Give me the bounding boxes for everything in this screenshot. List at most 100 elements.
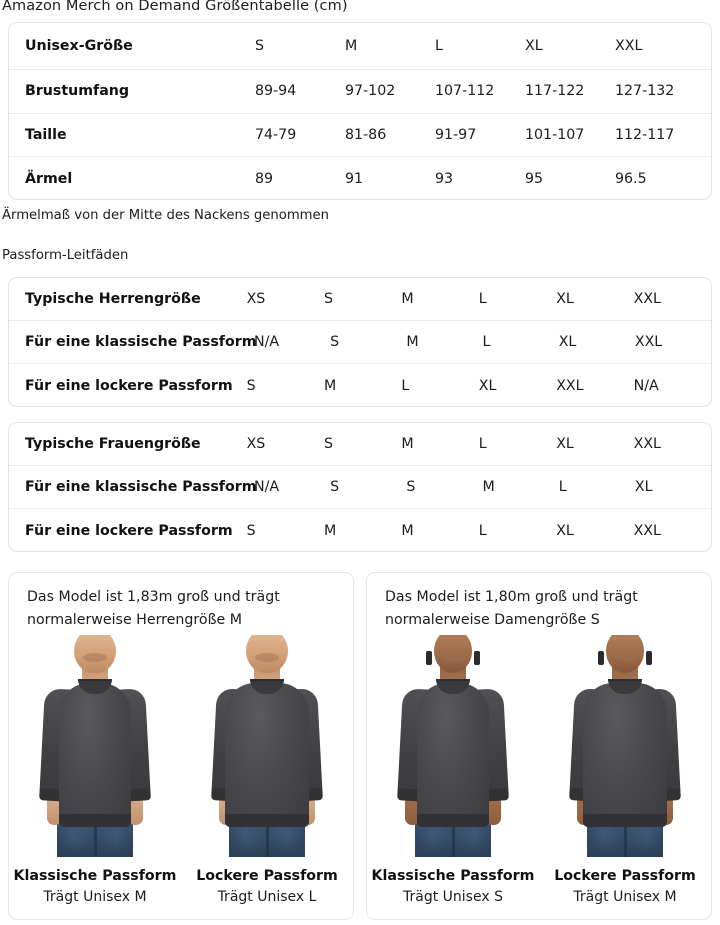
male-model-figure-loose [203,635,331,857]
hem [225,814,309,827]
female-model-figure-loose [561,635,689,857]
table-row: Für eine klassische Passform N/A S S M L… [9,466,711,509]
row-header: Unisex-Größe [25,38,133,54]
wears-label: Trägt Unisex S [403,889,503,905]
earring-left [598,651,604,665]
table-cell: XL [556,291,574,307]
sweatshirt [39,675,151,827]
table-cell: 91 [345,170,364,187]
table-cell: 74-79 [255,126,297,143]
page-title: Amazon Merch on Demand Größentabelle (cm… [2,0,348,14]
wears-label: Trägt Unisex L [217,889,317,905]
model-photo-loose-fit [539,635,711,857]
table-cell: S [330,334,340,350]
caption-loose-fit: Lockere Passform Trägt Unisex M [539,868,711,905]
hand-right [486,795,501,825]
row-header: Für eine klassische Passform [25,334,257,350]
sweatshirt [397,675,509,827]
row-header: Typische Herrengröße [25,291,201,307]
row-header: Typische Frauengröße [25,436,201,452]
table-cell: 89-94 [255,83,297,100]
model-photo-classic-fit [367,635,539,857]
mens-fit-table: Typische Herrengröße XS S M L XL XXL Für… [8,277,712,407]
head [74,635,116,673]
table-cell: M [482,479,495,495]
table-cell: XL [634,479,653,495]
wears-label: Trägt Unisex M [573,889,677,905]
table-cell: 97-102 [345,83,396,100]
table-cell: L [401,377,410,394]
earring-right [474,651,480,665]
table-cell: L [478,522,487,539]
model-description: Das Model ist 1,83m groß und trägt norma… [27,589,280,628]
table-cell: XXL [633,436,661,452]
fit-label: Lockere Passform [554,868,696,884]
womens-fit-table: Typische Frauengröße XS S M L XL XXL Für… [8,422,712,552]
table-cell: S [246,522,256,539]
table-row: Für eine lockere Passform S M M L XL XXL [9,509,711,551]
table-cell: XS [246,291,266,307]
torso [59,683,131,827]
head [246,635,288,673]
table-cell: 95 [525,170,544,187]
hem [417,814,489,827]
model-photo-strip [9,635,353,857]
fit-guides-heading: Passform-Leitfäden [2,248,129,263]
collar [78,679,112,694]
table-cell: 101-107 [525,126,585,143]
table-cell: M [401,436,414,452]
table-cell: XL [556,436,574,452]
table-row: Ärmel 89 91 93 95 96.5 [9,157,711,199]
womens-model-card: Das Model ist 1,80m groß und trägt norma… [366,572,712,920]
table-cell: 96.5 [615,170,647,187]
table-cell: XL [558,334,577,350]
model-photo-loose-fit [181,635,353,857]
fit-label: Klassische Passform [371,868,535,884]
table-cell: XXL [615,38,643,54]
table-cell: 91-97 [435,126,477,143]
table-cell: 93 [435,170,454,187]
table-cell: L [558,479,567,495]
sweatshirt [211,675,323,827]
table-cell: S [246,377,256,394]
table-cell: S [323,291,333,307]
caption-loose-fit: Lockere Passform Trägt Unisex L [181,868,353,905]
model-description: Das Model ist 1,80m groß und trägt norma… [385,589,638,628]
unisex-size-table: Unisex-Größe S M L XL XXL Brustumfang 89… [8,22,712,200]
model-photo-classic-fit [9,635,181,857]
table-row: Unisex-Größe S M L XL XXL [9,23,711,70]
table-row: Typische Frauengröße XS S M L XL XXL [9,423,711,466]
collar [608,679,642,694]
hem [59,814,131,827]
table-cell: L [478,291,487,307]
caption-classic-fit: Klassische Passform Trägt Unisex S [367,868,539,905]
collar [250,679,284,694]
head [606,635,644,673]
table-cell: M [345,38,358,54]
table-cell: S [255,38,265,54]
caption-strip: Klassische Passform Trägt Unisex S Locke… [367,868,711,905]
table-cell: XS [246,436,266,452]
sweatshirt [569,675,681,827]
table-cell: 117-122 [525,83,585,100]
table-cell: M [401,291,414,307]
table-cell: L [478,436,487,452]
table-cell: XXL [634,334,663,350]
mens-model-card: Das Model ist 1,83m groß und trägt norma… [8,572,354,920]
table-cell: N/A [254,479,280,495]
table-cell: 81-86 [345,126,387,143]
table-cell: M [406,334,419,350]
hand-left [47,795,62,825]
table-cell: M [323,522,337,539]
earring-left [426,651,432,665]
caption-strip: Klassische Passform Trägt Unisex M Locke… [9,868,353,905]
fit-label: Klassische Passform [13,868,177,884]
table-cell: 112-117 [615,126,675,143]
caption-classic-fit: Klassische Passform Trägt Unisex M [9,868,181,905]
model-photo-strip [367,635,711,857]
table-cell: XXL [633,522,661,539]
fit-label: Lockere Passform [196,868,338,884]
table-cell: L [482,334,491,350]
table-cell: 89 [255,170,274,187]
row-header: Brustumfang [25,83,130,100]
